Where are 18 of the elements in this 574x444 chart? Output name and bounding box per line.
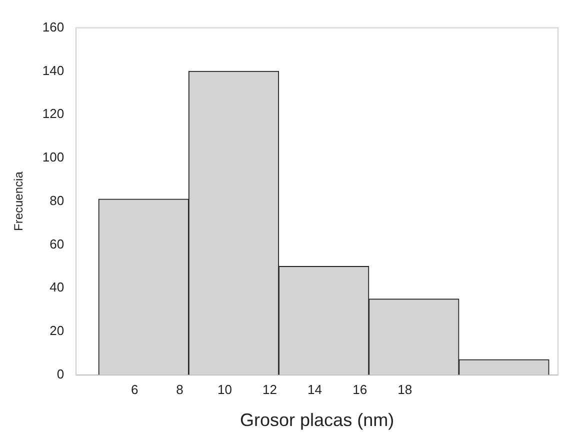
y-tick-label: 0 bbox=[56, 366, 64, 382]
y-tick-label: 60 bbox=[50, 236, 64, 252]
y-tick-label: 40 bbox=[50, 280, 64, 295]
y-axis-title: Frecuencia bbox=[12, 171, 26, 231]
y-tick-label: 20 bbox=[50, 323, 64, 338]
x-tick-label: 10 bbox=[217, 382, 232, 398]
y-tick-label: 160 bbox=[42, 19, 64, 34]
y-tick-label: 100 bbox=[42, 150, 64, 165]
y-tick-label: 120 bbox=[42, 106, 64, 122]
x-tick-label: 14 bbox=[308, 382, 322, 398]
x-tick-label: 16 bbox=[352, 382, 368, 398]
x-axis-title: Grosor placas (nm) bbox=[240, 410, 394, 430]
y-tick-label: 80 bbox=[50, 192, 64, 208]
y-tick-label: 140 bbox=[42, 62, 64, 78]
x-tick-label: 6 bbox=[131, 382, 138, 398]
x-tick-label: 18 bbox=[398, 382, 412, 398]
x-tick-label: 12 bbox=[262, 382, 277, 398]
x-tick-label: 8 bbox=[176, 382, 184, 398]
